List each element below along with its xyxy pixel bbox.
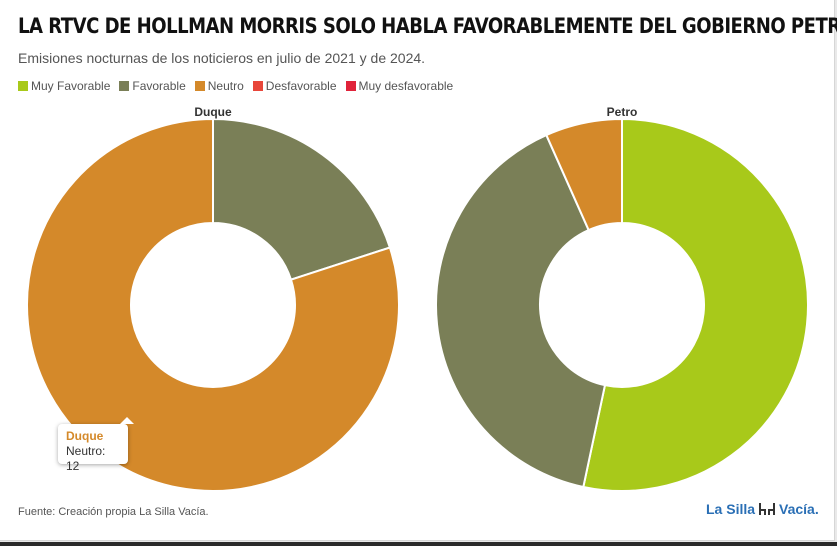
legend: Muy Favorable Favorable Neutro Desfavora…	[18, 79, 453, 93]
donut-slice-petro-neutro[interactable]	[545, 117, 623, 232]
legend-item-favorable[interactable]: Favorable	[119, 79, 186, 93]
legend-swatch	[119, 81, 130, 91]
source-note: Fuente: Creación propia La Silla Vacía.	[18, 506, 209, 518]
legend-item-muy-favorable[interactable]: Muy Favorable	[18, 79, 110, 93]
legend-label: Muy Favorable	[31, 79, 111, 93]
donut-slice-petro-muy-favorable[interactable]	[582, 117, 809, 492]
chart-title: LA RTVC DE HOLLMAN MORRIS SOLO HABLA FAV…	[18, 14, 837, 38]
legend-swatch	[252, 81, 263, 91]
legend-item-muy-desfavorable[interactable]: Muy desfavorable	[345, 79, 454, 93]
tooltip-label: Neutro	[66, 444, 103, 458]
tooltip: Duque Neutro: 12	[58, 417, 134, 473]
donut-slice-petro-favorable[interactable]	[435, 133, 607, 489]
chart-subtitle: Emisiones nocturnas de los noticieros en…	[18, 50, 426, 66]
pie-title-duque: Duque	[194, 105, 232, 119]
legend-label: Muy desfavorable	[358, 79, 454, 93]
legend-label: Neutro	[207, 79, 244, 93]
logo-text-2: Vacía.	[779, 501, 819, 517]
legend-swatch	[18, 81, 28, 91]
legend-swatch	[194, 81, 205, 91]
bottom-bar	[0, 542, 837, 546]
tooltip-series: Duque	[66, 429, 104, 443]
la-silla-vacia-logo[interactable]: La Silla Vacía.	[706, 501, 819, 517]
legend-label: Favorable	[132, 79, 186, 93]
logo-text: La Silla	[706, 501, 756, 517]
pie-title-petro: Petro	[607, 105, 638, 119]
donut-slice-duque-neutro[interactable]	[26, 117, 400, 492]
chairs-icon	[759, 503, 776, 515]
legend-item-neutro[interactable]: Neutro	[194, 79, 244, 93]
donut-slice-duque-favorable[interactable]	[212, 117, 392, 281]
legend-swatch	[345, 81, 356, 91]
tooltip-value-line: Neutro: 12	[66, 444, 106, 473]
tooltip-value: 12	[66, 459, 80, 473]
legend-item-desfavorable[interactable]: Desfavorable	[252, 79, 337, 93]
legend-label: Desfavorable	[265, 79, 337, 93]
